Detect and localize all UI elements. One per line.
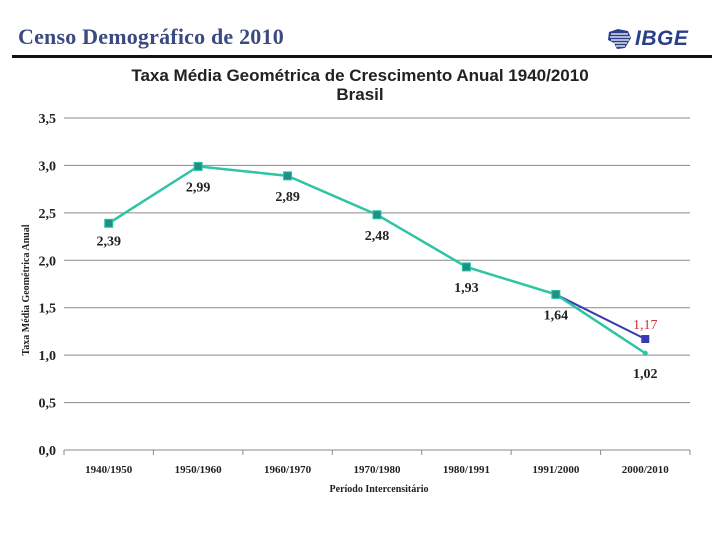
- y-tick-label: 3,0: [39, 159, 57, 174]
- x-category-label: 1940/1950: [85, 464, 133, 476]
- gridlines: [63, 117, 691, 455]
- y-tick-label: 1,5: [39, 302, 57, 317]
- ibge-logo: IBGE: [606, 27, 689, 50]
- series-line-alternative: [555, 293, 646, 340]
- data-point-marker: [642, 350, 648, 356]
- data-label: 1,02: [633, 367, 658, 382]
- ibge-logo-text: IBGE: [635, 27, 689, 50]
- data-label-highlight: 1,17: [633, 318, 658, 333]
- header-divider: [12, 55, 712, 58]
- data-label: 2,99: [186, 180, 211, 195]
- data-point-marker-alternative: [641, 335, 650, 344]
- y-tick-label: 0,5: [39, 397, 57, 412]
- x-category-label: 1970/1980: [353, 464, 401, 476]
- series-markers: [104, 161, 650, 356]
- brazil-map-icon: [608, 29, 631, 49]
- x-category-label: 1950/1960: [175, 464, 223, 476]
- y-axis-ticks: 0,0 0,5 1,0 1,5 2,0 2,5 3,0 3,5: [39, 112, 57, 459]
- data-label: 1,93: [454, 281, 479, 296]
- y-tick-label: 1,0: [39, 349, 57, 364]
- x-category-label: 2000/2010: [622, 464, 670, 476]
- y-tick-label: 0,0: [39, 444, 57, 459]
- chart-title-block: Taxa Média Geométrica de Crescimento Anu…: [60, 66, 660, 104]
- data-label: 2,39: [96, 234, 121, 249]
- chart-subtitle: Brasil: [336, 85, 384, 104]
- page-title: Censo Demográfico de 2010: [18, 24, 284, 49]
- x-category-label: 1991/2000: [532, 464, 580, 476]
- data-point-marker: [461, 262, 471, 272]
- x-category-label: 1960/1970: [264, 464, 312, 476]
- data-point-marker: [551, 289, 561, 299]
- chart-title: Taxa Média Geométrica de Crescimento Anu…: [131, 66, 589, 85]
- y-axis-label: Taxa Média Geométrica Anual: [21, 224, 32, 355]
- data-point-marker: [104, 218, 114, 228]
- data-labels: 2,39 2,99 2,89 2,48 1,93 1,64 1,02 1,17: [96, 180, 657, 382]
- data-label: 2,89: [275, 190, 300, 205]
- x-axis-categories: 1940/1950 1950/1960 1960/1970 1970/1980 1980…: [85, 464, 669, 476]
- data-point-marker: [193, 161, 203, 171]
- data-point-marker: [283, 171, 293, 181]
- y-tick-label: 3,5: [39, 112, 57, 127]
- y-tick-label: 2,5: [39, 207, 57, 222]
- y-tick-label: 2,0: [39, 254, 57, 269]
- x-category-label: 1980/1991: [443, 464, 490, 476]
- x-axis-label: Período Intercensitário: [330, 484, 429, 495]
- data-label: 2,48: [365, 229, 390, 244]
- data-label: 1,64: [544, 308, 569, 323]
- data-point-marker: [372, 210, 382, 220]
